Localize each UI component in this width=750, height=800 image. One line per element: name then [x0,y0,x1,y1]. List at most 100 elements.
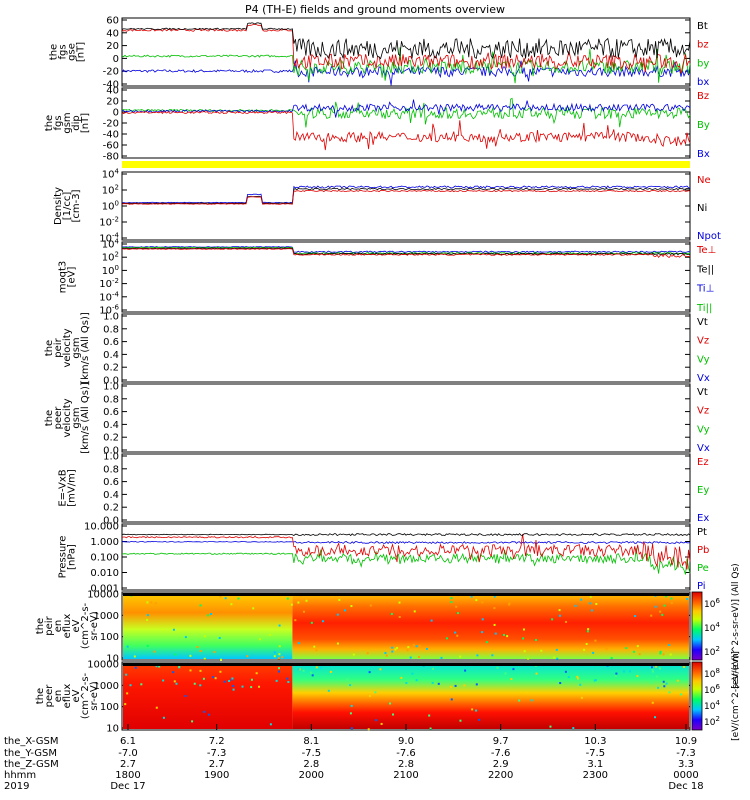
y-tick-label: 10 [106,724,119,735]
colorbar-tick-label: 108 [704,667,720,680]
panel-5: 1.00.8 0.6 0.4 0.2 0.0 thepeirvelocitygsm[km/… [44,312,710,387]
spectrogram-speck [553,656,556,659]
spectrogram-speck [189,669,192,672]
y-axis-label: en [53,690,64,703]
spectrogram-speck [610,657,613,660]
spectrogram-speck [294,619,297,622]
spectrogram-speck [286,597,289,600]
spectrogram-speck [273,655,276,658]
y-tick-label: -40 [103,130,119,141]
spectrogram-pre [123,663,293,729]
spectrogram-speck [586,630,589,633]
panel-frame [121,383,691,453]
spectrogram-speck [369,604,372,607]
spectrogram-speck [686,597,689,600]
spectrogram-speck [668,646,671,649]
x-tick-label: 8.1 [303,736,319,747]
spectrogram-speck [527,657,530,660]
spectrogram-speck [634,615,637,618]
y-tick-label: 10-4 [99,290,119,303]
spectrogram-speck [464,669,467,672]
spectrogram-speck [493,607,496,610]
spectrogram-speck [450,597,453,600]
spectrogram-speck [475,683,478,686]
legend-bz: bz [697,40,709,51]
spectrogram-speck [429,727,432,730]
spectrogram-speck [199,669,202,672]
y-tick-label: 0.4 [103,420,119,431]
spectrogram-speck [459,719,462,722]
y-axis-label: [km/s (All Qs)] [80,382,91,454]
plot-layer: P4 (TH-E) fields and ground moments over… [4,3,741,792]
spectrogram-speck [615,672,618,675]
spectrogram-speck [162,716,165,719]
y-axis-label: [nPa] [67,544,78,570]
y-axis-label: gse [67,43,78,61]
spectrogram-speck [589,602,592,605]
series-ti-perp [121,246,691,253]
y-axis-label: [nT] [80,113,91,133]
y-axis-label: eflux [62,614,73,639]
spectrogram-speck [478,718,481,721]
spectrogram-speck [417,656,420,659]
y-axis-label: peir [53,337,64,357]
spectrogram-speck [126,692,129,695]
y-axis-label: (cm^2-s- [80,602,91,649]
y-axis-label: eV [71,689,82,702]
x-tick-label: 2.7 [120,759,136,770]
y-axis-label: E=-VxB [58,469,69,506]
spectrogram-speck [232,688,235,691]
y-axis-label: the [35,688,46,704]
y-tick-label: 0.0 [103,376,119,387]
spectrogram-speck [589,595,592,598]
spectrogram-speck [652,670,655,673]
spectrogram-speck [425,647,428,650]
spectrogram-speck [669,653,672,656]
y-tick-label: 104 [102,238,120,251]
spectrogram-speck [632,650,635,653]
y-axis-label: Pressure [58,536,69,579]
legend-vt: Vt [697,317,708,328]
y-tick-label: 104 [102,168,120,181]
spectrogram-speck [199,604,202,607]
series-bz [121,110,691,151]
legend-ne: Ne [697,175,711,186]
spectrogram-speck [315,666,318,669]
spectrogram-speck [594,679,597,682]
spectrogram-speck [551,618,554,621]
status-strip [122,161,690,168]
y-tick-label: 10 [106,654,119,665]
legend-te: Te⊥ [696,245,716,256]
spectrogram-edge [123,663,689,666]
spectrogram-speck [394,648,397,651]
series-bx [122,99,691,118]
spectrogram-speck [659,652,662,655]
spectrogram-speck [214,677,217,680]
spectrogram-speck [683,598,686,601]
spectrogram-speck [440,656,443,659]
x-row-label: the_Z-GSM [4,759,59,770]
spectrogram-speck [224,597,227,600]
spectrogram-speck [481,631,484,634]
x-tick-label: -7.6 [491,748,511,759]
y-tick-label: 1.0 [103,312,119,323]
spectrogram-speck [350,605,353,608]
y-axis-label: fgs [58,44,69,59]
spectrogram-speck [223,680,226,683]
spectrogram-speck [662,680,665,683]
legend-vt: Vt [697,387,708,398]
spectrogram-post [292,663,689,729]
spectrogram-speck [409,656,412,659]
y-tick-label: 102 [102,251,119,264]
spectrogram-speck [184,636,187,639]
spectrogram-speck [665,595,668,598]
x-tick-label: -7.5 [586,748,606,759]
y-tick-label: 0.4 [103,490,119,501]
y-tick-label: 100 [102,200,119,213]
x-row-label: the_X-GSM [4,736,58,747]
spectrogram-speck [670,597,673,600]
spectrogram-speck [625,647,628,650]
spectrogram-speck [346,678,349,681]
